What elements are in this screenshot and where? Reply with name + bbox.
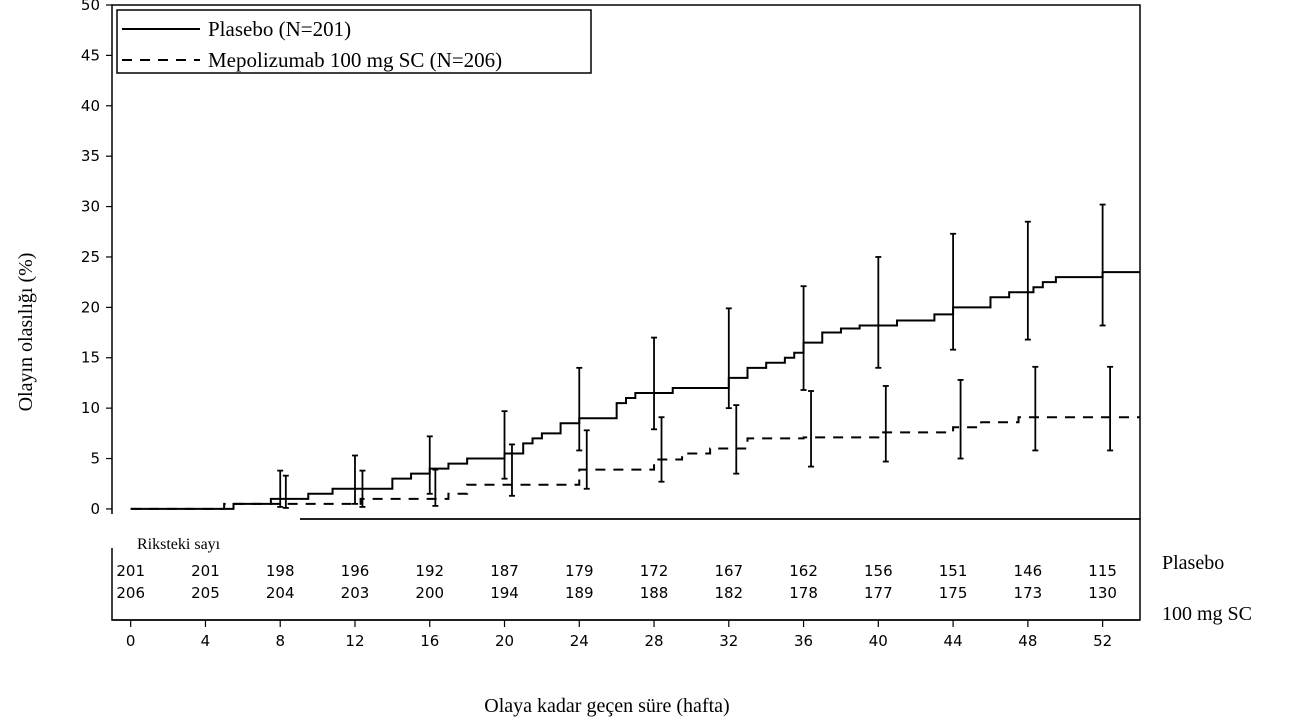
ci-bar-mepolizumab xyxy=(808,390,815,468)
y-tick-label: 35 xyxy=(81,147,100,165)
risk-count: 187 xyxy=(490,562,519,580)
legend-label-plasebo: Plasebo (N=201) xyxy=(208,17,351,41)
confidence-interval-layer xyxy=(277,203,1114,509)
x-tick-label: 28 xyxy=(644,632,663,650)
risk-count: 205 xyxy=(191,584,220,602)
risk-count: 167 xyxy=(714,562,743,580)
y-tick-label: 5 xyxy=(90,450,100,468)
x-tick-label: 36 xyxy=(794,632,813,650)
y-tick-label: 20 xyxy=(81,298,100,316)
plot-area: 0 5 10 15 20 25 30 35 40 45 50 xyxy=(81,0,1141,520)
x-tick-label: 40 xyxy=(869,632,888,650)
ci-bar-mepolizumab xyxy=(733,404,740,475)
y-axis: 0 5 10 15 20 25 30 35 40 45 50 xyxy=(81,0,112,518)
risk-count: 130 xyxy=(1088,584,1117,602)
risk-count: 204 xyxy=(266,584,295,602)
risk-count: 200 xyxy=(415,584,444,602)
ci-bar-plasebo xyxy=(1099,203,1106,327)
y-tick-label: 40 xyxy=(81,97,100,115)
risk-count: 179 xyxy=(565,562,594,580)
x-tick-label: 12 xyxy=(345,632,364,650)
x-tick-label: 4 xyxy=(201,632,211,650)
risk-count: 203 xyxy=(341,584,370,602)
ci-bar-mepolizumab xyxy=(1032,365,1039,452)
ci-bar-plasebo xyxy=(950,232,957,351)
x-tick-label: 44 xyxy=(944,632,963,650)
risk-row-label-mepolizumab: 100 mg SC xyxy=(1162,603,1252,625)
ci-bar-mepolizumab xyxy=(957,379,964,460)
plot-frame xyxy=(111,4,1141,520)
risk-count: 151 xyxy=(939,562,968,580)
ci-bar-plasebo xyxy=(351,454,358,505)
risk-count: 201 xyxy=(116,562,145,580)
x-axis-title: Olaya kadar geçen süre (hafta) xyxy=(484,695,729,717)
risk-count: 194 xyxy=(490,584,519,602)
y-tick-label: 30 xyxy=(81,198,100,216)
x-tick-label: 0 xyxy=(126,632,136,650)
risk-count: 173 xyxy=(1014,584,1043,602)
risk-count: 189 xyxy=(565,584,594,602)
series-layer xyxy=(130,271,1140,510)
y-tick-label: 0 xyxy=(90,500,100,518)
ci-bar-plasebo xyxy=(1024,220,1031,341)
ci-bar-plasebo xyxy=(725,307,732,410)
risk-count: 177 xyxy=(864,584,893,602)
series-line-mepolizumab xyxy=(130,416,1140,510)
ci-bar-plasebo xyxy=(277,469,284,508)
risk-count: 182 xyxy=(714,584,743,602)
y-tick-label: 15 xyxy=(81,349,100,367)
x-tick-label: 16 xyxy=(420,632,439,650)
risk-count: 198 xyxy=(266,562,295,580)
y-axis-title: Olayın olasılığı (%) xyxy=(15,253,37,412)
y-tick-label: 25 xyxy=(81,248,100,266)
x-tick-label: 32 xyxy=(719,632,738,650)
ci-bar-mepolizumab xyxy=(583,429,590,490)
risk-count: 196 xyxy=(341,562,370,580)
y-tick-label: 45 xyxy=(81,46,100,64)
risk-count: 156 xyxy=(864,562,893,580)
risk-table-title: Riksteki sayı xyxy=(137,536,221,553)
x-tick-label: 52 xyxy=(1093,632,1112,650)
legend-label-mepolizumab: Mepolizumab 100 mg SC (N=206) xyxy=(208,48,502,72)
risk-title-mask xyxy=(96,514,300,548)
y-tick-label: 50 xyxy=(81,0,100,14)
ci-bar-mepolizumab xyxy=(432,468,439,507)
ci-bar-plasebo xyxy=(426,435,433,495)
risk-count: 172 xyxy=(640,562,669,580)
risk-count: 192 xyxy=(415,562,444,580)
risk-count: 115 xyxy=(1088,562,1117,580)
x-axis: 0 4 8 12 16 20 24 28 32 36 40 44 48 52 xyxy=(112,619,1140,650)
series-line-plasebo xyxy=(130,271,1140,510)
risk-count: 162 xyxy=(789,562,818,580)
x-tick-label: 20 xyxy=(495,632,514,650)
x-tick-label: 8 xyxy=(275,632,285,650)
risk-count: 188 xyxy=(640,584,669,602)
ci-bar-mepolizumab xyxy=(508,443,515,497)
ci-bar-mepolizumab xyxy=(359,469,366,508)
risk-table-rows: 201 201 198 196 192 187 179 172 167 162 156 151 146 1… xyxy=(116,562,1117,602)
ci-bar-plasebo xyxy=(576,366,583,452)
y-tick-label: 10 xyxy=(81,399,100,417)
risk-count: 206 xyxy=(116,584,145,602)
ci-bar-plasebo xyxy=(800,285,807,391)
risk-count: 178 xyxy=(789,584,818,602)
risk-row-label-plasebo: Plasebo xyxy=(1162,552,1224,574)
x-tick-label: 48 xyxy=(1018,632,1037,650)
risk-count: 175 xyxy=(939,584,968,602)
ci-bar-plasebo xyxy=(875,256,882,369)
ci-bar-mepolizumab xyxy=(658,416,665,483)
ci-bar-mepolizumab xyxy=(882,385,889,463)
risk-count: 146 xyxy=(1014,562,1043,580)
legend-box xyxy=(116,9,592,74)
ci-bar-mepolizumab xyxy=(282,474,289,509)
risk-table: Riksteki sayı 201 201 198 196 192 187 179 172 16… xyxy=(96,514,1252,625)
ci-bar-plasebo xyxy=(651,336,658,431)
ci-bar-mepolizumab xyxy=(1107,365,1114,452)
x-tick-label: 24 xyxy=(570,632,589,650)
risk-count: 201 xyxy=(191,562,220,580)
legend: Plasebo (N=201) Mepolizumab 100 mg SC (N… xyxy=(116,9,592,74)
ci-bar-plasebo xyxy=(501,410,508,480)
